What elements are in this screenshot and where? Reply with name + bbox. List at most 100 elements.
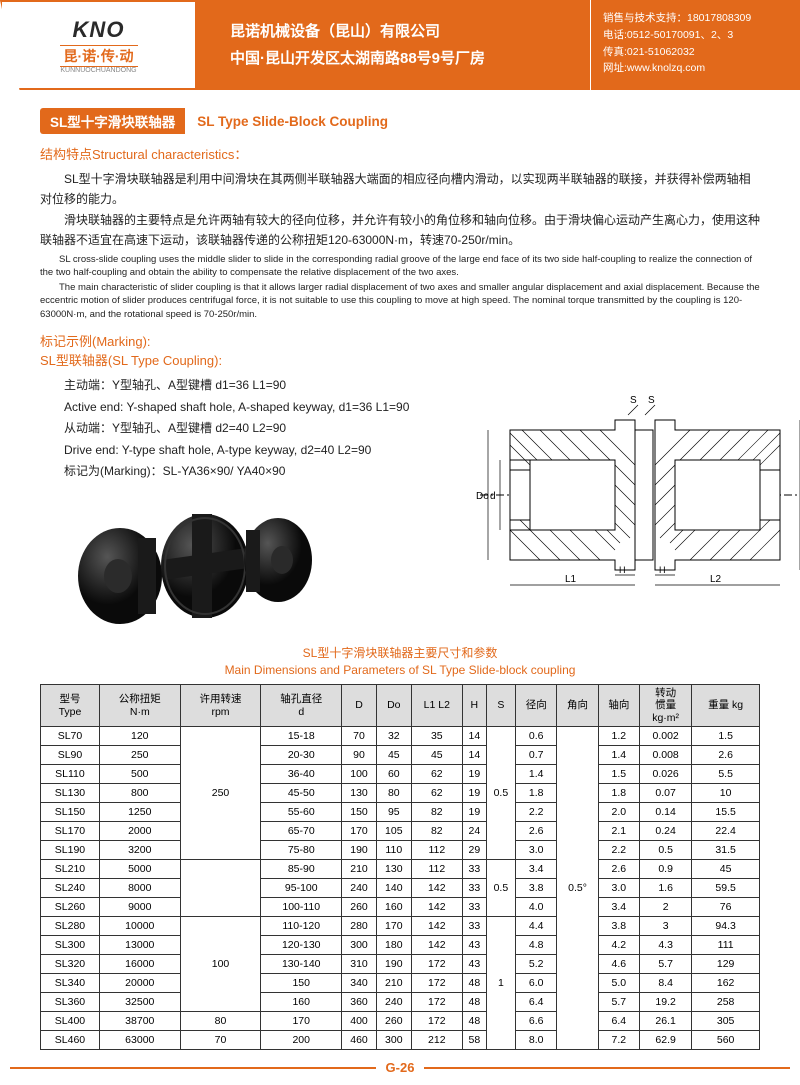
cell: 111 bbox=[692, 936, 760, 955]
table-row: SL9025020-30904545140.71.40.0082.6 bbox=[41, 746, 760, 765]
cell: 2.6 bbox=[692, 746, 760, 765]
cell: 129 bbox=[692, 955, 760, 974]
cell: 7.2 bbox=[598, 1031, 639, 1050]
cell: 4.2 bbox=[598, 936, 639, 955]
cell: 5.7 bbox=[639, 955, 691, 974]
cell: 0.5 bbox=[639, 841, 691, 860]
cell: 8000 bbox=[99, 879, 180, 898]
company-name: 昆诺机械设备（昆山）有限公司 bbox=[230, 18, 590, 45]
cell: 90 bbox=[342, 746, 377, 765]
cell: 3.4 bbox=[598, 898, 639, 917]
cell: 6.4 bbox=[598, 1012, 639, 1031]
cell: 8.4 bbox=[639, 974, 691, 993]
cell: 33 bbox=[462, 860, 486, 879]
header: KNO 昆·诺·传·动 KUNNUOCHUANDONG 昆诺机械设备（昆山）有限… bbox=[0, 0, 800, 90]
cell: 300 bbox=[376, 1031, 411, 1050]
para-en-2: The main characteristic of slider coupli… bbox=[40, 281, 760, 321]
cell: 9000 bbox=[99, 898, 180, 917]
cell: 2.6 bbox=[598, 860, 639, 879]
contact-block: 销售与技术支持：18017808309 电话:0512-50170091、2、3… bbox=[590, 0, 800, 90]
cell: 22.4 bbox=[692, 822, 760, 841]
cell: 340 bbox=[342, 974, 377, 993]
cell: 43 bbox=[462, 936, 486, 955]
cell: 250 bbox=[180, 727, 261, 860]
cell: 5.5 bbox=[692, 765, 760, 784]
cell: 45 bbox=[376, 746, 411, 765]
cell: 14 bbox=[462, 727, 486, 746]
cell: SL280 bbox=[41, 917, 100, 936]
cell: SL260 bbox=[41, 898, 100, 917]
cell bbox=[180, 860, 261, 917]
cell: 2.6 bbox=[516, 822, 557, 841]
cell: 6.6 bbox=[516, 1012, 557, 1031]
table-row: SL13080045-501308062191.81.80.0710 bbox=[41, 784, 760, 803]
cell: 3.8 bbox=[598, 917, 639, 936]
svg-text:d: d bbox=[490, 491, 496, 502]
cell: 280 bbox=[342, 917, 377, 936]
cell: 240 bbox=[342, 879, 377, 898]
cell: 258 bbox=[692, 993, 760, 1012]
cell: 63000 bbox=[99, 1031, 180, 1050]
cell: 31.5 bbox=[692, 841, 760, 860]
cell: 62.9 bbox=[639, 1031, 691, 1050]
cell: 6.4 bbox=[516, 993, 557, 1012]
col-header: 转动惯量kg·m² bbox=[639, 684, 691, 727]
cell: 19 bbox=[462, 803, 486, 822]
svg-text:L1: L1 bbox=[565, 574, 577, 585]
table-header-row: 型号Type公称扭矩N·m许用转速rpm轴孔直径dDDoL1 L2HS径向角向轴… bbox=[41, 684, 760, 727]
cell: 0.002 bbox=[639, 727, 691, 746]
page-number: G-26 bbox=[386, 1060, 415, 1075]
cell: 190 bbox=[376, 955, 411, 974]
cell: 3200 bbox=[99, 841, 180, 860]
cell: 160 bbox=[261, 993, 342, 1012]
table-row: SL34020000150340210172486.05.08.4162 bbox=[41, 974, 760, 993]
cell: 1.5 bbox=[692, 727, 760, 746]
product-photo bbox=[60, 488, 320, 643]
col-header: L1 L2 bbox=[411, 684, 462, 727]
cell: 35 bbox=[411, 727, 462, 746]
marking-line: Active end: Y-shaped shaft hole, A-shape… bbox=[64, 397, 420, 419]
company-address: 中国·昆山开发区太湖南路88号9号厂房 bbox=[230, 45, 590, 72]
cell: 460 bbox=[342, 1031, 377, 1050]
cell: 172 bbox=[411, 955, 462, 974]
cell: 0.008 bbox=[639, 746, 691, 765]
table-row: SL4606300070200460300212588.07.262.9560 bbox=[41, 1031, 760, 1050]
cell: SL90 bbox=[41, 746, 100, 765]
cell: 305 bbox=[692, 1012, 760, 1031]
cell: 250 bbox=[99, 746, 180, 765]
cell: 94.3 bbox=[692, 917, 760, 936]
col-header: 重量 kg bbox=[692, 684, 760, 727]
cell: 142 bbox=[411, 936, 462, 955]
table-row: SL7012025015-18703235140.50.60.5°1.20.00… bbox=[41, 727, 760, 746]
cell: 0.9 bbox=[639, 860, 691, 879]
cell: SL320 bbox=[41, 955, 100, 974]
cell: 100 bbox=[180, 917, 261, 1012]
para-cn-2: 滑块联轴器的主要特点是允许两轴有较大的径向位移，并允许有较小的角位移和轴向位移。… bbox=[40, 210, 760, 251]
table-row: SL170200065-7017010582242.62.10.2422.4 bbox=[41, 822, 760, 841]
cell: 112 bbox=[411, 841, 462, 860]
cell: SL190 bbox=[41, 841, 100, 860]
col-header: 许用转速rpm bbox=[180, 684, 261, 727]
cell: 55-60 bbox=[261, 803, 342, 822]
para-cn-1: SL型十字滑块联轴器是利用中间滑块在其两侧半联轴器大端面的相应径向槽内滑动，以实… bbox=[40, 169, 760, 210]
cell: 140 bbox=[376, 879, 411, 898]
cell: 180 bbox=[376, 936, 411, 955]
cell: 20-30 bbox=[261, 746, 342, 765]
col-header: 角向 bbox=[557, 684, 598, 727]
cell: 32 bbox=[376, 727, 411, 746]
cell: 32500 bbox=[99, 993, 180, 1012]
cell: 80 bbox=[376, 784, 411, 803]
cell: 260 bbox=[376, 1012, 411, 1031]
cell: 75-80 bbox=[261, 841, 342, 860]
cell: 1.4 bbox=[598, 746, 639, 765]
cell: 43 bbox=[462, 955, 486, 974]
col-header: 公称扭矩N·m bbox=[99, 684, 180, 727]
contact-fax: 传真:021-51062032 bbox=[603, 44, 800, 61]
cell: SL170 bbox=[41, 822, 100, 841]
cell: 300 bbox=[342, 936, 377, 955]
col-header: S bbox=[486, 684, 515, 727]
cell: 3 bbox=[639, 917, 691, 936]
cell: 170 bbox=[342, 822, 377, 841]
cell: 212 bbox=[411, 1031, 462, 1050]
cell: 29 bbox=[462, 841, 486, 860]
